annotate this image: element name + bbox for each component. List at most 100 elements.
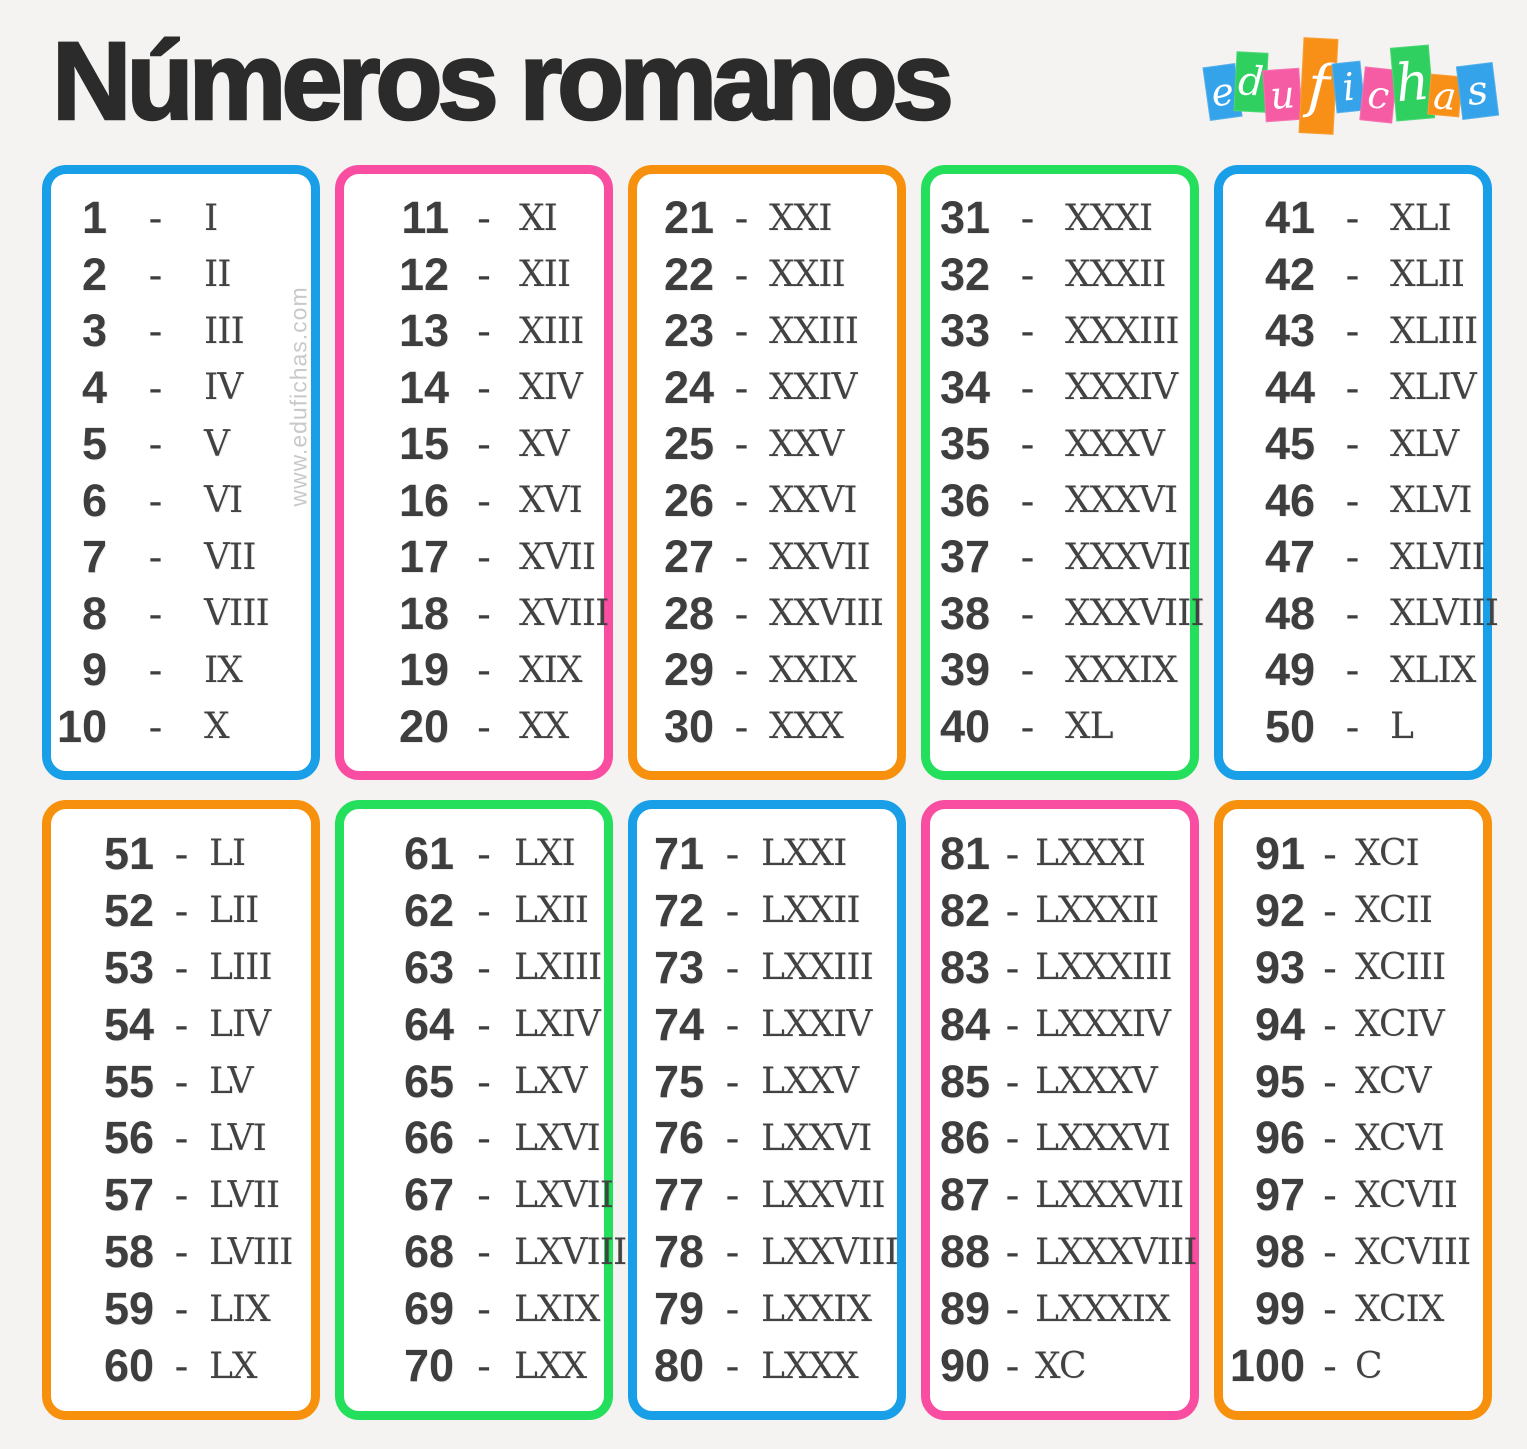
logo-letter: u bbox=[1268, 72, 1297, 118]
roman-numerals-box: 91 - XCI 92 - XCII 93 - XCIII 94 - XCIV … bbox=[1214, 800, 1492, 1420]
arabic-number: 72 bbox=[653, 884, 704, 936]
dash-separator: - bbox=[1005, 1171, 1020, 1219]
numeral-row: 5 - V bbox=[55, 418, 307, 470]
numeral-row: 64 - LXIV bbox=[348, 999, 601, 1051]
dash-separator: - bbox=[1005, 1342, 1020, 1390]
roman-numeral: LXV bbox=[514, 1061, 588, 1103]
dash-separator: - bbox=[734, 194, 749, 242]
watermark-text: www.edufichas.com bbox=[285, 286, 312, 507]
dash-separator: - bbox=[1345, 420, 1360, 468]
numeral-row: 33 - XXXIII bbox=[934, 305, 1186, 357]
dash-separator: - bbox=[1020, 533, 1035, 581]
logo-letter: h bbox=[1393, 51, 1432, 115]
roman-numeral: XX bbox=[519, 706, 569, 748]
roman-numeral: XXXIV bbox=[1065, 367, 1178, 409]
numeral-row: 2 - II bbox=[55, 249, 307, 301]
dash-separator: - bbox=[734, 476, 749, 524]
dash-separator: - bbox=[1020, 702, 1035, 750]
roman-numeral: VIII bbox=[204, 593, 270, 635]
numeral-row: 87 - LXXXVII bbox=[934, 1169, 1186, 1221]
dash-separator: - bbox=[174, 1000, 189, 1048]
arabic-number: 11 bbox=[401, 192, 449, 244]
numeral-row: 15 - XV bbox=[348, 418, 600, 470]
page-title: Números romanos bbox=[51, 19, 955, 145]
arabic-number: 71 bbox=[653, 827, 704, 879]
roman-numeral: XCIX bbox=[1355, 1288, 1444, 1330]
arabic-number: 88 bbox=[939, 1226, 990, 1278]
roman-numeral: XCI bbox=[1355, 833, 1420, 875]
dash-separator: - bbox=[1323, 1171, 1337, 1219]
numeral-row: 55 - LV bbox=[55, 1056, 307, 1108]
roman-numerals-box: 31 - XXXI 32 - XXXII 33 - XXXIII 34 - XX… bbox=[921, 165, 1205, 780]
numeral-row: 54 - LIV bbox=[55, 999, 307, 1051]
numeral-row: 49 - XLIX bbox=[1227, 644, 1479, 696]
numeral-row: 99 - XCIX bbox=[1227, 1283, 1479, 1335]
numeral-row: 69 - LXIX bbox=[348, 1283, 600, 1335]
numeral-row: 20 - XX bbox=[348, 701, 600, 753]
roman-numeral: LXXXVIII bbox=[1035, 1231, 1197, 1273]
numeral-row: 25 - XXV bbox=[641, 418, 893, 470]
arabic-number: 32 bbox=[939, 248, 990, 300]
numeral-row: 11 - XI bbox=[348, 192, 600, 244]
arabic-number: 5 bbox=[81, 418, 107, 470]
dash-separator: - bbox=[1323, 829, 1337, 877]
numeral-row: 58 - LVIII bbox=[55, 1226, 307, 1278]
roman-numerals-box: 71 - LXXI 72 - LXXII 73 - LXXIII 74 - LX… bbox=[628, 800, 906, 1420]
roman-numeral: LI bbox=[209, 833, 246, 875]
dash-separator: - bbox=[148, 363, 163, 411]
roman-numerals-box: 51 - LI 52 - LII 53 - LIII 54 - LIV 55 -… bbox=[42, 800, 320, 1420]
arabic-number: 58 bbox=[103, 1226, 154, 1278]
numeral-row: 3 - III bbox=[55, 305, 307, 357]
numeral-row: 83 - LXXXIII bbox=[934, 942, 1186, 994]
dash-separator: - bbox=[477, 533, 491, 581]
roman-numeral: XCVIII bbox=[1355, 1231, 1471, 1273]
numeral-row: 98 - XCVIII bbox=[1227, 1226, 1479, 1278]
arabic-number: 31 bbox=[939, 192, 990, 244]
dash-separator: - bbox=[725, 829, 740, 877]
dash-separator: - bbox=[1345, 307, 1360, 355]
dash-separator: - bbox=[1005, 943, 1020, 991]
roman-numeral: XCVI bbox=[1355, 1117, 1445, 1159]
arabic-number: 75 bbox=[653, 1055, 704, 1107]
dash-separator: - bbox=[174, 829, 189, 877]
roman-numeral: XLII bbox=[1390, 254, 1465, 296]
numeral-row: 73 - LXXIII bbox=[641, 942, 893, 994]
dash-separator: - bbox=[1323, 1114, 1337, 1162]
arabic-number: 44 bbox=[1264, 361, 1315, 413]
roman-numeral: XCIV bbox=[1355, 1004, 1445, 1046]
arabic-number: 22 bbox=[663, 248, 714, 300]
roman-numeral: LII bbox=[209, 890, 259, 932]
roman-numeral: XXXI bbox=[1065, 197, 1153, 239]
roman-numeral: LXXXVII bbox=[1035, 1174, 1184, 1216]
roman-numeral: V bbox=[204, 423, 230, 465]
numeral-row: 85 - LXXXV bbox=[934, 1056, 1186, 1108]
dash-separator: - bbox=[1345, 589, 1360, 637]
logo-letter: e bbox=[1208, 68, 1237, 116]
arabic-number: 45 bbox=[1264, 418, 1315, 470]
roman-numeral: LXVII bbox=[514, 1174, 614, 1216]
roman-numeral: XXIII bbox=[769, 310, 859, 352]
numeral-row: 22 - XXII bbox=[641, 249, 893, 301]
roman-numeral: XXV bbox=[769, 423, 844, 465]
dash-separator: - bbox=[725, 943, 740, 991]
numeral-row: 24 - XXIV bbox=[641, 362, 893, 414]
arabic-number: 85 bbox=[939, 1055, 990, 1107]
roman-numeral: LXX bbox=[514, 1345, 587, 1387]
arabic-number: 54 bbox=[103, 998, 154, 1050]
roman-numeral: LIX bbox=[209, 1288, 271, 1330]
roman-numeral: XCVII bbox=[1355, 1174, 1458, 1216]
dash-separator: - bbox=[174, 1171, 189, 1219]
dash-separator: - bbox=[148, 194, 163, 242]
numeral-row: 76 - LXXVI bbox=[641, 1112, 893, 1164]
roman-numeral: LXVIII bbox=[514, 1231, 627, 1273]
numeral-row: 63 - LXIII bbox=[348, 942, 602, 994]
numeral-row: 27 - XXVII bbox=[641, 531, 893, 583]
arabic-number: 40 bbox=[939, 700, 990, 752]
numeral-row: 38 - XXXVIII bbox=[934, 588, 1205, 640]
arabic-number: 33 bbox=[939, 305, 990, 357]
roman-numeral: XLVI bbox=[1390, 480, 1472, 522]
dash-separator: - bbox=[1020, 476, 1035, 524]
arabic-number: 6 bbox=[81, 474, 107, 526]
roman-numeral: LIII bbox=[209, 947, 273, 989]
numeral-row: 42 - XLII bbox=[1227, 249, 1479, 301]
